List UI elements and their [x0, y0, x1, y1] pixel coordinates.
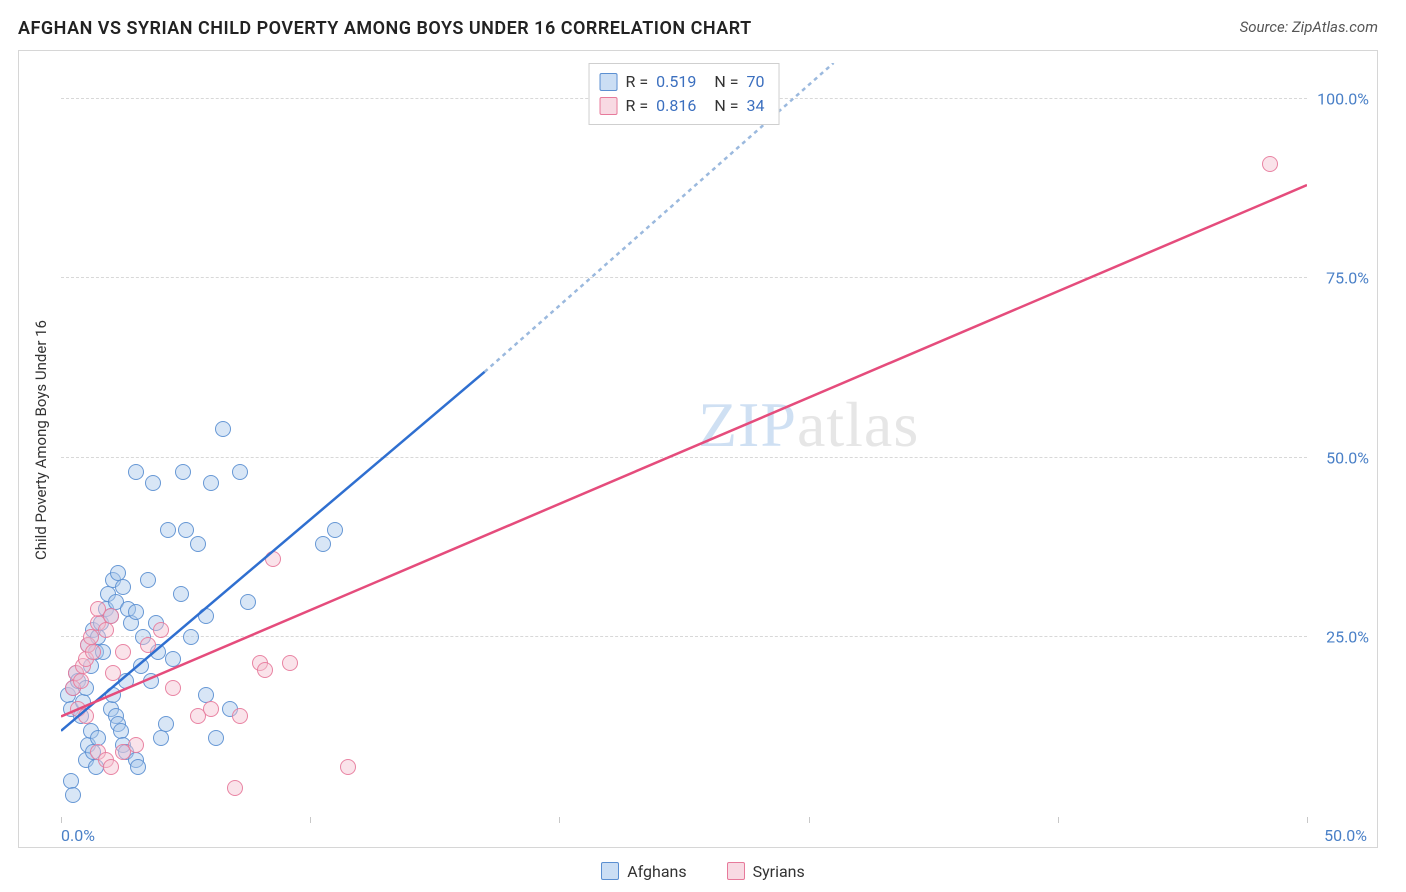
stat-r-label: R =	[626, 70, 649, 94]
scatter-point	[227, 780, 243, 796]
scatter-point	[1262, 156, 1278, 172]
x-tick	[61, 817, 62, 823]
scatter-point	[203, 701, 219, 717]
scatter-point	[143, 673, 159, 689]
plot-area: Child Poverty Among Boys Under 16 ZIPatl…	[61, 63, 1307, 817]
scatter-point	[105, 665, 121, 681]
y-tick-label: 75.0%	[1326, 269, 1369, 288]
scatter-point	[190, 536, 206, 552]
x-tick	[1058, 817, 1059, 823]
scatter-point	[198, 608, 214, 624]
scatter-point	[232, 464, 248, 480]
scatter-point	[103, 759, 119, 775]
stat-r-afghans: 0.519	[656, 70, 696, 94]
x-tick-label-min: 0.0%	[61, 826, 95, 845]
swatch-afghans-icon	[600, 73, 618, 91]
scatter-point	[165, 680, 181, 696]
legend-swatch-afghans-icon	[601, 862, 619, 880]
scatter-point	[128, 604, 144, 620]
stat-r-syrians: 0.816	[656, 94, 696, 118]
scatter-point	[153, 622, 169, 638]
stat-n-label-2: N =	[714, 94, 738, 118]
scatter-point	[145, 475, 161, 491]
watermark-atlas: atlas	[797, 389, 919, 460]
y-axis-label: Child Poverty Among Boys Under 16	[32, 320, 50, 560]
stat-row-afghans: R = 0.519 N = 70	[600, 70, 765, 94]
scatter-point	[173, 586, 189, 602]
scatter-point	[165, 651, 181, 667]
stat-row-syrians: R = 0.816 N = 34	[600, 94, 765, 118]
swatch-syrians-icon	[600, 97, 618, 115]
y-tick-label: 100.0%	[1317, 89, 1369, 108]
bottom-legend: Afghans Syrians	[0, 862, 1406, 885]
watermark: ZIPatlas	[698, 388, 919, 462]
stat-r-label-2: R =	[626, 94, 649, 118]
y-tick-label: 50.0%	[1326, 448, 1369, 467]
scatter-point	[105, 687, 121, 703]
scatter-point	[140, 572, 156, 588]
legend-item-afghans: Afghans	[601, 862, 686, 881]
scatter-point	[140, 637, 156, 653]
scatter-point	[128, 737, 144, 753]
legend-label-afghans: Afghans	[627, 862, 686, 881]
scatter-point	[240, 594, 256, 610]
y-tick-label: 25.0%	[1326, 628, 1369, 647]
scatter-point	[315, 536, 331, 552]
scatter-point	[232, 708, 248, 724]
stat-n-afghans: 70	[746, 70, 764, 94]
scatter-point	[128, 464, 144, 480]
scatter-point	[158, 716, 174, 732]
legend-swatch-syrians-icon	[727, 862, 745, 880]
legend-label-syrians: Syrians	[753, 862, 805, 881]
scatter-point	[73, 673, 89, 689]
scatter-point	[340, 759, 356, 775]
scatter-point	[133, 658, 149, 674]
scatter-point	[203, 475, 219, 491]
grid-line	[61, 277, 1307, 278]
scatter-point	[282, 655, 298, 671]
x-tick-label-max: 50.0%	[1324, 826, 1367, 845]
scatter-point	[327, 522, 343, 538]
scatter-point	[103, 608, 119, 624]
scatter-point	[98, 622, 114, 638]
scatter-point	[183, 629, 199, 645]
scatter-point	[178, 522, 194, 538]
x-tick	[559, 817, 560, 823]
source-label: Source: ZipAtlas.com	[1240, 18, 1378, 36]
scatter-point	[160, 522, 176, 538]
grid-line	[61, 636, 1307, 637]
scatter-point	[153, 730, 169, 746]
grid-line	[61, 457, 1307, 458]
chart-title: AFGHAN VS SYRIAN CHILD POVERTY AMONG BOY…	[18, 18, 752, 39]
scatter-point	[115, 644, 131, 660]
scatter-point	[215, 421, 231, 437]
scatter-point	[130, 759, 146, 775]
x-tick	[310, 817, 311, 823]
x-tick	[809, 817, 810, 823]
scatter-point	[257, 662, 273, 678]
legend-item-syrians: Syrians	[727, 862, 805, 881]
watermark-zip: ZIP	[698, 389, 797, 460]
x-tick	[1307, 817, 1308, 823]
scatter-point	[85, 644, 101, 660]
stat-n-syrians: 34	[746, 94, 764, 118]
stat-legend-box: R = 0.519 N = 70 R = 0.816 N = 34	[589, 63, 780, 125]
scatter-point	[265, 551, 281, 567]
stat-n-label: N =	[714, 70, 738, 94]
scatter-point	[175, 464, 191, 480]
scatter-point	[65, 787, 81, 803]
scatter-point	[115, 579, 131, 595]
chart-container: Child Poverty Among Boys Under 16 ZIPatl…	[18, 50, 1378, 848]
regression-lines	[61, 63, 1307, 817]
scatter-point	[208, 730, 224, 746]
scatter-point	[78, 708, 94, 724]
